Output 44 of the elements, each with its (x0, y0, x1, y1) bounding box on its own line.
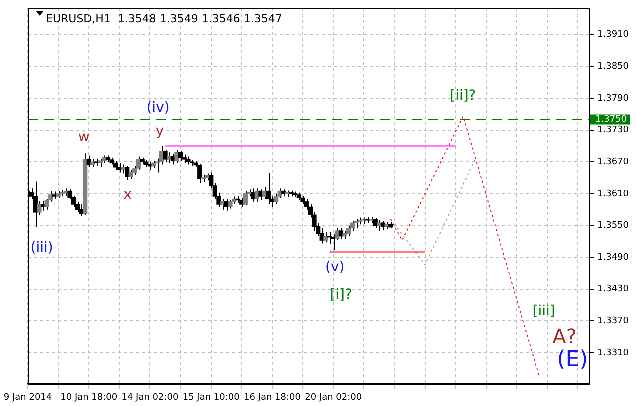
candlestick (174, 150, 180, 164)
annotation: w (78, 129, 90, 146)
y-tick-label: 1.3730 (598, 126, 630, 136)
candlestick (324, 232, 328, 244)
candlestick (220, 198, 226, 210)
candlestick (167, 152, 172, 164)
y-tick-label: 1.3490 (598, 252, 630, 263)
annotation: (E) (557, 348, 588, 373)
ref-line-label: 1.3750 (596, 115, 628, 126)
candlestick (128, 170, 134, 180)
chart-title: EURUSD,H1 1.3548 1.3549 1.3546 1.3547 (46, 12, 282, 26)
y-tick-label: 1.3310 (598, 348, 630, 358)
y-tick-label: 1.3670 (598, 157, 630, 168)
x-tick-label: 9 Jan 2014 (4, 392, 52, 403)
candlestick (124, 166, 130, 181)
candlestick (178, 151, 184, 162)
candlestick (40, 200, 46, 212)
y-tick-label: 1.3790 (598, 94, 630, 104)
x-tick-label: 15 Jan 10:00 (182, 392, 240, 403)
candlestick (198, 164, 202, 184)
annotation: A? (552, 324, 577, 349)
annotation: (iv) (146, 100, 170, 116)
annotation: (iii) (30, 240, 54, 256)
candlestick (346, 225, 352, 237)
y-tick-label: 1.3610 (598, 189, 630, 200)
annotation: y (156, 123, 164, 140)
x-tick-label: 16 Jan 18:00 (244, 392, 302, 403)
x-tick-label: 14 Jan 02:00 (122, 392, 179, 403)
candlestick (243, 190, 248, 206)
annotation: [iii] (532, 303, 556, 320)
annotation: [ii]? (450, 88, 476, 104)
x-tick-label: 20 Jan 02:00 (305, 392, 362, 403)
y-tick-label: 1.3430 (598, 284, 630, 295)
y-tick-label: 1.3370 (598, 316, 630, 326)
x-tick-label: 10 Jan 18:00 (60, 392, 118, 403)
candlestick (266, 172, 271, 206)
y-tick-label: 1.3550 (598, 221, 630, 232)
annotation: [i]? (330, 286, 352, 303)
annotation: x (124, 186, 132, 203)
y-tick-label: 1.3910 (598, 30, 630, 40)
y-tick-label: 1.3850 (598, 62, 630, 72)
candlestick (163, 150, 168, 163)
annotation: (v) (326, 259, 345, 276)
candlestick (354, 218, 359, 229)
